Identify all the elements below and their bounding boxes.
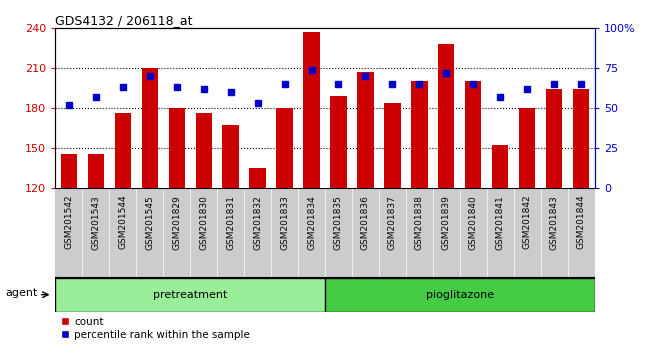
Bar — [546, 90, 562, 188]
Bar — [142, 68, 158, 188]
Bar — [109, 188, 136, 278]
Bar — [244, 188, 271, 278]
Bar — [82, 188, 109, 278]
Bar — [411, 81, 428, 188]
Bar — [541, 188, 568, 278]
Text: GSM201838: GSM201838 — [415, 195, 424, 250]
Text: GSM201831: GSM201831 — [226, 195, 235, 250]
Bar — [298, 188, 325, 278]
Text: agent: agent — [6, 288, 38, 298]
Text: GSM201844: GSM201844 — [577, 195, 586, 250]
Legend: count, percentile rank within the sample: count, percentile rank within the sample — [60, 317, 250, 340]
Bar — [492, 145, 508, 188]
Bar — [114, 113, 131, 188]
Text: GSM201837: GSM201837 — [388, 195, 397, 250]
Bar — [438, 44, 454, 188]
Text: GDS4132 / 206118_at: GDS4132 / 206118_at — [55, 14, 193, 27]
Text: GSM201830: GSM201830 — [199, 195, 208, 250]
Text: GSM201835: GSM201835 — [334, 195, 343, 250]
Text: GSM201542: GSM201542 — [64, 195, 73, 250]
Text: GSM201543: GSM201543 — [91, 195, 100, 250]
Bar — [519, 108, 536, 188]
Bar — [487, 188, 514, 278]
Text: GSM201843: GSM201843 — [550, 195, 559, 250]
Bar — [55, 188, 83, 278]
Bar — [55, 278, 325, 312]
Bar — [163, 188, 190, 278]
Bar — [325, 188, 352, 278]
Bar — [190, 188, 217, 278]
Bar — [276, 108, 292, 188]
Bar — [136, 188, 163, 278]
Text: GSM201545: GSM201545 — [145, 195, 154, 250]
Text: pioglitazone: pioglitazone — [426, 290, 494, 300]
Text: GSM201832: GSM201832 — [253, 195, 262, 250]
Bar — [60, 154, 77, 188]
Text: pretreatment: pretreatment — [153, 290, 228, 300]
Bar — [196, 113, 212, 188]
Text: GSM201544: GSM201544 — [118, 195, 127, 250]
Bar — [406, 188, 433, 278]
Bar — [358, 72, 374, 188]
Bar — [271, 188, 298, 278]
Bar — [88, 154, 104, 188]
Text: GSM201833: GSM201833 — [280, 195, 289, 250]
Text: GSM201842: GSM201842 — [523, 195, 532, 250]
Bar — [304, 32, 320, 188]
Bar — [330, 96, 346, 188]
Bar — [168, 108, 185, 188]
Bar — [222, 125, 239, 188]
Bar — [325, 278, 595, 312]
Bar — [217, 188, 244, 278]
Bar — [250, 168, 266, 188]
Bar — [568, 188, 595, 278]
Text: GSM201836: GSM201836 — [361, 195, 370, 250]
Bar — [573, 90, 590, 188]
Bar — [514, 188, 541, 278]
Text: GSM201841: GSM201841 — [496, 195, 505, 250]
Text: GSM201839: GSM201839 — [442, 195, 451, 250]
Text: GSM201829: GSM201829 — [172, 195, 181, 250]
Bar — [384, 103, 400, 188]
Bar — [379, 188, 406, 278]
Bar — [460, 188, 487, 278]
Bar — [352, 188, 379, 278]
Text: GSM201834: GSM201834 — [307, 195, 316, 250]
Bar — [465, 81, 482, 188]
Bar — [433, 188, 460, 278]
Text: GSM201840: GSM201840 — [469, 195, 478, 250]
